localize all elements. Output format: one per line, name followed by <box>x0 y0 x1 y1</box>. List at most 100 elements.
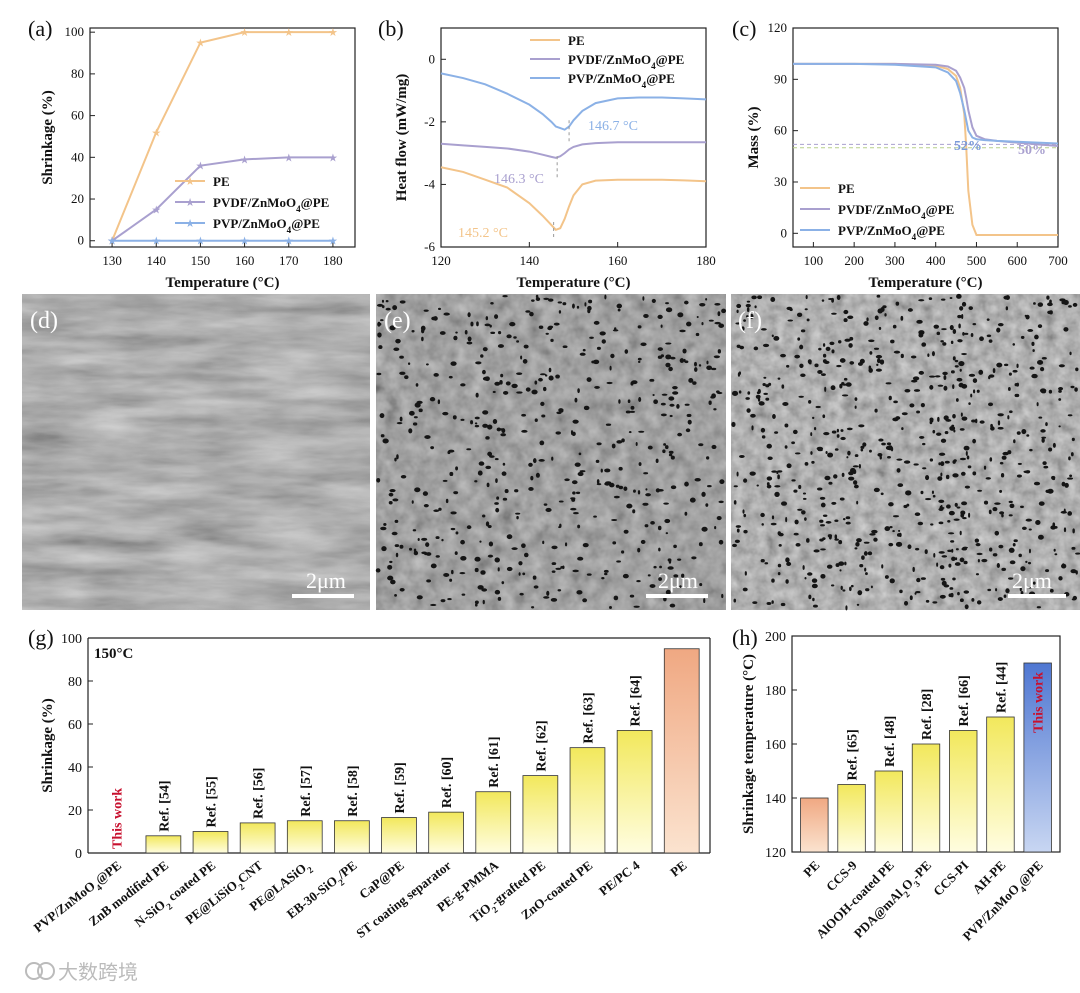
residue-annotation: 52% <box>954 139 982 154</box>
pore <box>699 582 703 587</box>
pore <box>1061 481 1066 487</box>
pore <box>394 519 399 524</box>
pore <box>450 361 457 366</box>
pore <box>773 336 780 341</box>
pore <box>921 342 927 347</box>
pore <box>834 448 839 451</box>
pore <box>794 354 800 359</box>
pore <box>821 299 825 302</box>
pore <box>1009 410 1013 414</box>
x-tick-label: 180 <box>696 253 716 268</box>
pore <box>820 573 826 579</box>
pore <box>940 577 946 581</box>
pore <box>828 481 833 485</box>
pore <box>771 470 778 473</box>
pore <box>425 542 430 547</box>
pore <box>575 491 581 495</box>
pore <box>936 432 942 436</box>
pore <box>494 458 499 461</box>
pore <box>482 514 486 518</box>
pore <box>576 305 580 309</box>
pore <box>506 566 513 572</box>
pore <box>811 583 818 589</box>
pore <box>1039 388 1047 393</box>
pore <box>516 515 519 520</box>
pore <box>672 391 679 395</box>
bar <box>381 817 417 854</box>
pore <box>825 346 831 352</box>
pore <box>949 296 953 300</box>
pore <box>385 299 389 303</box>
pore <box>1069 474 1073 478</box>
watermark-text: 大数跨境 <box>58 960 138 984</box>
pore <box>1058 386 1064 391</box>
bar-label: Ref. [63] <box>581 692 596 743</box>
x-tick-label: 200 <box>844 253 864 268</box>
pore <box>957 314 962 319</box>
pore <box>814 363 819 368</box>
pore <box>430 446 435 450</box>
pore <box>603 569 609 573</box>
pore <box>989 457 993 462</box>
pore <box>649 378 655 382</box>
peak-annotation: 145.2 °C <box>458 226 508 241</box>
pore <box>998 544 1004 549</box>
pore <box>538 325 544 330</box>
pore <box>621 438 625 443</box>
data-point: ★ <box>328 236 338 248</box>
pore <box>518 561 523 566</box>
pore <box>876 358 881 364</box>
pore <box>652 394 655 397</box>
pore <box>942 371 948 376</box>
pore <box>657 347 663 351</box>
panel-label-f: (f) <box>738 308 762 334</box>
pore <box>933 324 940 329</box>
pore <box>460 555 467 561</box>
pore <box>958 323 961 329</box>
pore <box>623 529 629 534</box>
x-tick-label: 140 <box>520 253 540 268</box>
pore <box>901 412 908 416</box>
pore <box>961 352 967 356</box>
pore <box>912 566 915 572</box>
pore <box>487 554 494 558</box>
pore <box>756 484 759 487</box>
pore <box>604 294 607 300</box>
pore <box>632 509 636 514</box>
pore <box>840 429 844 432</box>
pore <box>433 509 440 513</box>
y-tick-label: 200 <box>765 630 786 645</box>
pore <box>531 299 535 302</box>
pore <box>744 571 747 576</box>
pore <box>588 299 593 304</box>
pore <box>718 500 724 504</box>
pore <box>950 592 954 598</box>
pore <box>981 558 988 563</box>
pore <box>959 306 964 311</box>
pore <box>1007 387 1011 391</box>
pore <box>949 587 954 590</box>
pore <box>494 381 501 386</box>
pore <box>853 469 857 475</box>
pore <box>774 491 780 497</box>
pore <box>395 338 401 344</box>
pore <box>825 450 828 454</box>
pore <box>1033 481 1041 486</box>
plot-frame <box>792 27 1059 248</box>
pore <box>972 322 977 326</box>
pore <box>1027 561 1032 565</box>
pore <box>802 497 807 500</box>
pore <box>518 572 521 576</box>
pore <box>988 402 994 407</box>
pore <box>1016 431 1021 435</box>
pore <box>804 576 807 580</box>
pore <box>557 589 562 592</box>
pore <box>1067 511 1073 516</box>
pore <box>682 348 687 354</box>
pore <box>679 358 685 363</box>
pore <box>900 315 904 321</box>
pore <box>609 482 615 488</box>
data-point: ★ <box>240 236 250 248</box>
pore <box>778 543 782 547</box>
pore <box>558 310 562 314</box>
